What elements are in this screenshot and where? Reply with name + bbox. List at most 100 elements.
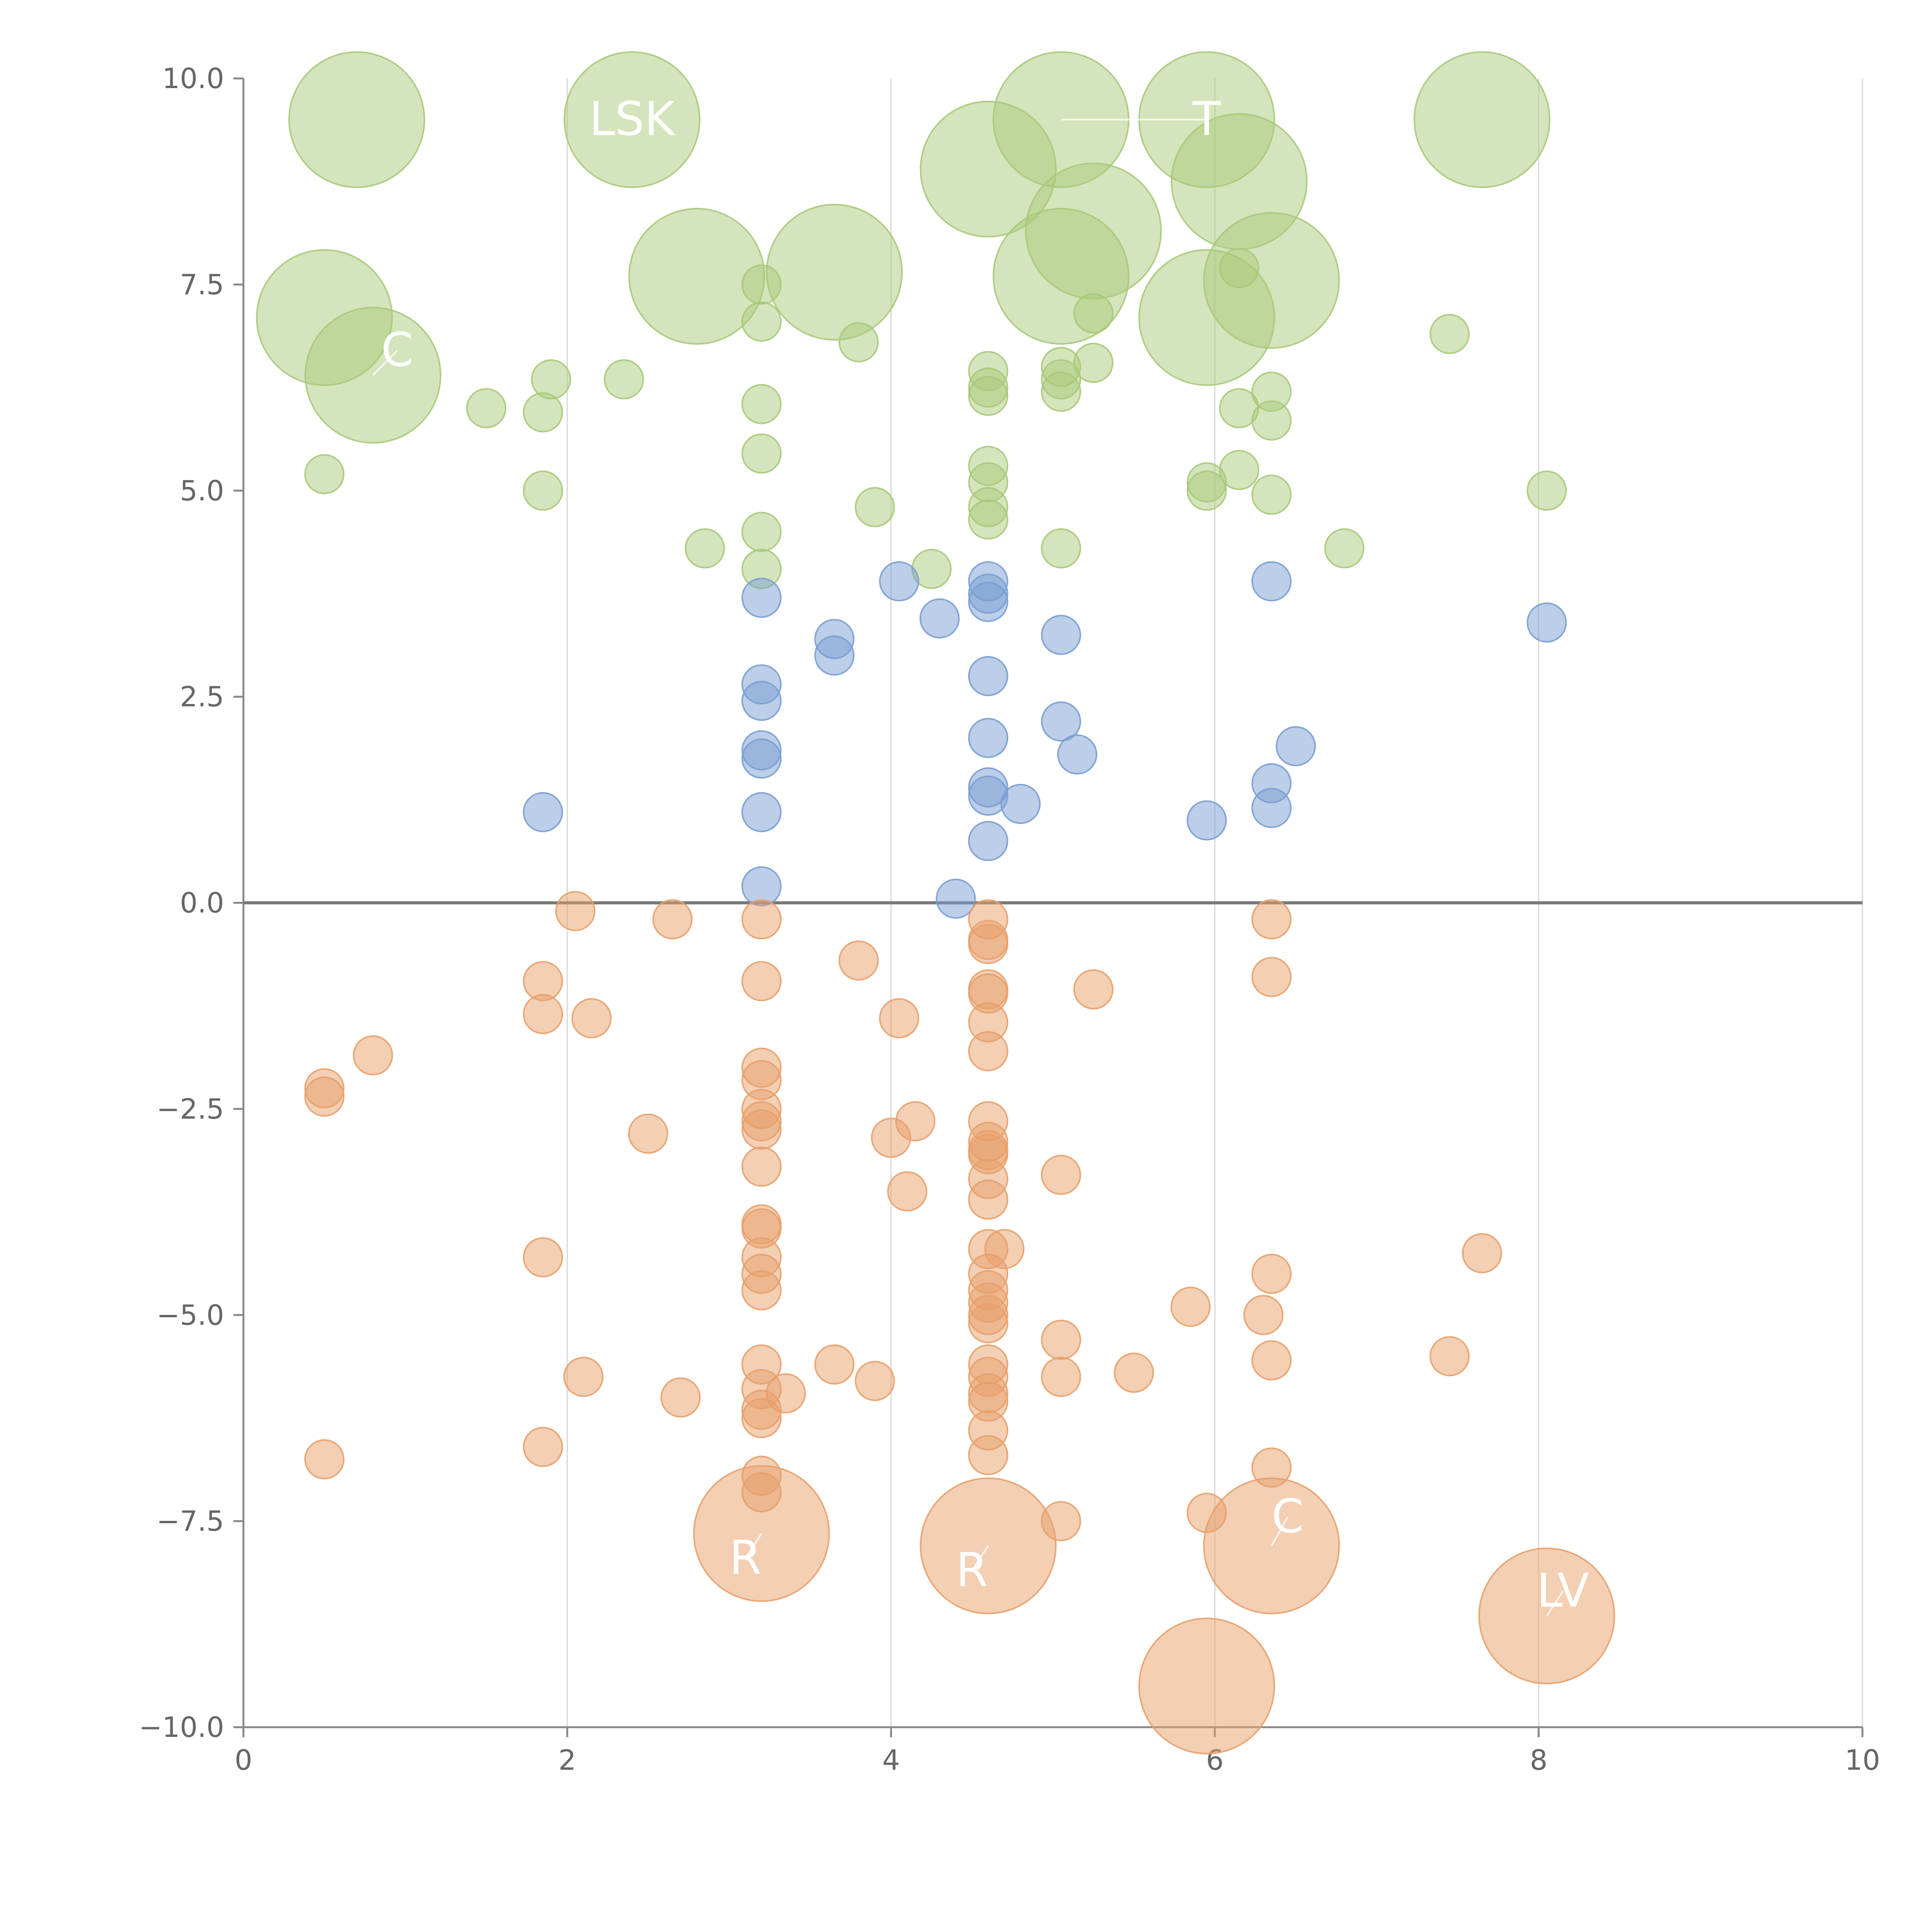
data-point-lower-34[interactable] bbox=[741, 1146, 782, 1187]
data-point-middle-9[interactable] bbox=[1041, 615, 1081, 655]
data-point-lower-66[interactable] bbox=[1114, 1352, 1154, 1393]
data-point-lower-63[interactable] bbox=[563, 1357, 604, 1397]
data-point-upper-54[interactable] bbox=[1324, 528, 1365, 569]
data-point-middle-23[interactable] bbox=[1000, 784, 1041, 824]
data-point-upper-35[interactable] bbox=[1251, 400, 1292, 441]
data-point-upper-10[interactable] bbox=[766, 204, 903, 341]
data-point-upper-18[interactable] bbox=[1073, 293, 1114, 334]
data-point-lower-43[interactable] bbox=[523, 1237, 563, 1277]
data-point-lower-2[interactable] bbox=[741, 899, 782, 940]
data-point-upper-47[interactable] bbox=[1526, 470, 1567, 511]
data-point-lower-53[interactable] bbox=[1170, 1286, 1211, 1327]
data-point-upper-0[interactable] bbox=[288, 51, 425, 188]
data-point-middle-19[interactable] bbox=[1276, 726, 1316, 767]
data-point-lower-9[interactable] bbox=[741, 961, 782, 1002]
data-point-upper-28[interactable] bbox=[968, 376, 1009, 416]
data-point-lower-65[interactable] bbox=[1041, 1357, 1081, 1397]
data-point-lower-29[interactable] bbox=[895, 1101, 935, 1141]
bubble-label: R bbox=[956, 1544, 988, 1597]
data-point-upper-36[interactable] bbox=[304, 454, 345, 495]
data-point-upper-1[interactable] bbox=[563, 51, 701, 188]
data-point-upper-21[interactable] bbox=[466, 388, 507, 429]
data-point-upper-46[interactable] bbox=[1251, 474, 1292, 515]
data-point-middle-10[interactable] bbox=[1526, 602, 1567, 643]
data-point-lower-54[interactable] bbox=[1243, 1295, 1284, 1335]
data-point-lower-55[interactable] bbox=[968, 1303, 1009, 1344]
data-point-lower-75[interactable] bbox=[523, 1427, 563, 1467]
data-point-lower-56[interactable] bbox=[1041, 1320, 1081, 1360]
data-point-middle-15[interactable] bbox=[968, 718, 1009, 758]
data-point-lower-16[interactable] bbox=[879, 998, 919, 1039]
data-point-middle-24[interactable] bbox=[523, 792, 563, 832]
data-point-lower-10[interactable] bbox=[1251, 957, 1292, 997]
data-point-upper-37[interactable] bbox=[523, 470, 563, 511]
data-point-lower-5[interactable] bbox=[968, 924, 1009, 964]
data-point-lower-26[interactable] bbox=[741, 1109, 782, 1150]
data-point-middle-13[interactable] bbox=[968, 656, 1009, 696]
data-point-middle-26[interactable] bbox=[1251, 788, 1292, 828]
data-point-upper-42[interactable] bbox=[968, 499, 1009, 540]
data-point-middle-25[interactable] bbox=[741, 792, 782, 832]
data-point-lower-37[interactable] bbox=[968, 1179, 1009, 1220]
data-point-lower-13[interactable] bbox=[1073, 969, 1114, 1010]
data-point-lower-23[interactable] bbox=[304, 1076, 345, 1117]
data-point-lower-18[interactable] bbox=[968, 1031, 1009, 1071]
data-point-lower-45[interactable] bbox=[1462, 1233, 1502, 1274]
data-point-lower-76[interactable] bbox=[304, 1439, 345, 1480]
data-point-upper-48[interactable] bbox=[855, 487, 895, 527]
data-point-middle-28[interactable] bbox=[968, 821, 1009, 861]
data-point-upper-20[interactable] bbox=[1429, 314, 1470, 354]
data-point-lower-71[interactable] bbox=[660, 1377, 701, 1418]
data-point-lower-59[interactable] bbox=[814, 1344, 855, 1385]
data-point-lower-57[interactable] bbox=[1429, 1336, 1470, 1376]
data-point-upper-53[interactable] bbox=[1041, 528, 1081, 569]
data-point-middle-6[interactable] bbox=[919, 598, 960, 639]
data-point-lower-73[interactable] bbox=[741, 1398, 782, 1438]
data-point-lower-58[interactable] bbox=[1251, 1340, 1292, 1381]
data-point-lower-15[interactable] bbox=[571, 998, 612, 1039]
data-point-middle-17[interactable] bbox=[741, 738, 782, 779]
data-point-upper-19[interactable] bbox=[1219, 248, 1259, 288]
data-point-lower-14[interactable] bbox=[523, 994, 563, 1034]
data-point-lower-87[interactable] bbox=[1138, 1617, 1276, 1755]
data-point-upper-23[interactable] bbox=[531, 359, 571, 400]
data-point-middle-8[interactable] bbox=[814, 635, 855, 676]
data-point-lower-7[interactable] bbox=[838, 940, 879, 981]
data-point-lower-38[interactable] bbox=[887, 1171, 927, 1212]
data-point-lower-6[interactable] bbox=[1251, 899, 1292, 940]
data-point-middle-3[interactable] bbox=[968, 582, 1009, 622]
data-point-lower-0[interactable] bbox=[555, 891, 595, 931]
data-point-lower-1[interactable] bbox=[652, 899, 693, 940]
data-point-upper-24[interactable] bbox=[604, 359, 644, 400]
data-point-upper-31[interactable] bbox=[1041, 371, 1081, 412]
data-point-upper-15[interactable] bbox=[741, 264, 782, 305]
data-point-upper-49[interactable] bbox=[685, 528, 725, 569]
data-point-lower-19[interactable] bbox=[353, 1035, 393, 1076]
data-point-lower-50[interactable] bbox=[741, 1270, 782, 1311]
data-point-upper-14[interactable] bbox=[304, 307, 442, 444]
data-point-lower-35[interactable] bbox=[1041, 1155, 1081, 1195]
data-point-middle-18[interactable] bbox=[1057, 734, 1097, 775]
data-point-middle-5[interactable] bbox=[741, 578, 782, 618]
data-point-upper-38[interactable] bbox=[741, 433, 782, 474]
data-point-upper-17[interactable] bbox=[838, 322, 879, 362]
data-point-upper-50[interactable] bbox=[741, 512, 782, 552]
data-point-middle-12[interactable] bbox=[741, 680, 782, 721]
data-point-upper-5[interactable] bbox=[1413, 51, 1551, 188]
data-point-lower-27[interactable] bbox=[628, 1113, 668, 1154]
data-point-upper-22[interactable] bbox=[523, 392, 563, 433]
data-point-upper-44[interactable] bbox=[1187, 470, 1227, 511]
data-point-lower-77[interactable] bbox=[968, 1435, 1009, 1475]
data-point-middle-30[interactable] bbox=[935, 878, 976, 919]
data-point-lower-64[interactable] bbox=[855, 1361, 895, 1401]
data-point-middle-14[interactable] bbox=[1041, 701, 1081, 742]
data-point-upper-25[interactable] bbox=[741, 384, 782, 424]
data-point-upper-45[interactable] bbox=[1219, 450, 1259, 490]
data-point-middle-0[interactable] bbox=[879, 561, 919, 602]
data-point-upper-32[interactable] bbox=[1073, 343, 1114, 383]
data-point-upper-13[interactable] bbox=[1203, 212, 1340, 349]
data-point-middle-4[interactable] bbox=[1251, 561, 1292, 602]
data-point-lower-49[interactable] bbox=[1251, 1253, 1292, 1294]
data-point-middle-27[interactable] bbox=[1187, 800, 1227, 841]
data-point-upper-16[interactable] bbox=[741, 301, 782, 342]
